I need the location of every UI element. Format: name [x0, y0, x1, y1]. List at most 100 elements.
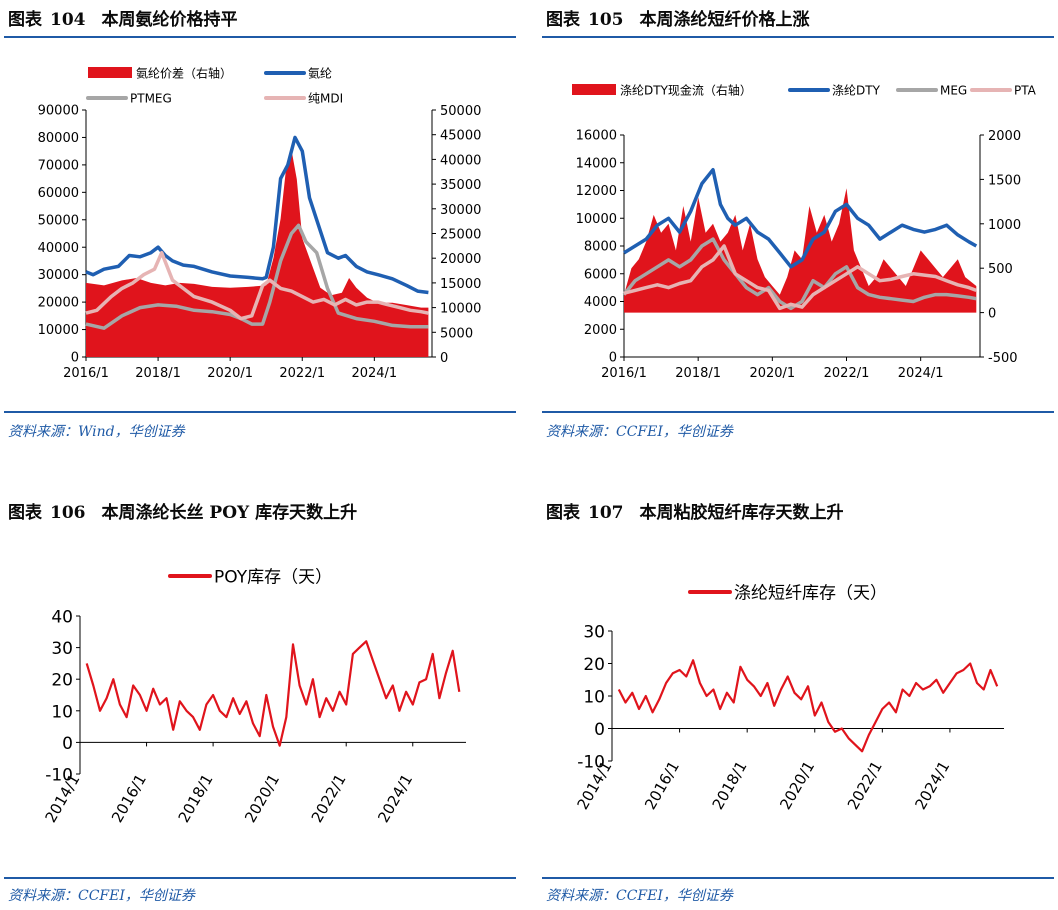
chart-title: 图表 107 本周粘胶短纤库存天数上升 — [546, 498, 844, 523]
y-tick-label: 0 — [71, 351, 79, 366]
y-right-tick-label: 0 — [440, 351, 448, 366]
y-tick-label: 6000 — [584, 267, 617, 282]
y-tick-label: 70000 — [38, 158, 79, 173]
x-tick-label: 2022/1 — [824, 366, 870, 381]
chart-title-label: 图表 — [546, 503, 580, 523]
y-tick-label: 20 — [583, 655, 605, 675]
chart-title: 图表 104 本周氨纶价格持平 — [8, 5, 238, 30]
x-tick-label: 2020/1 — [749, 366, 795, 381]
y-tick-label: 50000 — [38, 213, 79, 228]
series-line-2 — [85, 223, 429, 330]
x-tick-label: 2016/1 — [601, 366, 647, 381]
y-tick-label: 30000 — [38, 268, 79, 283]
legend-label: 纯MDI — [308, 92, 343, 106]
x-tick-label: 2016/1 — [641, 758, 683, 813]
chart-title-text: 本周粘胶短纤库存天数上升 — [639, 503, 844, 523]
y-tick-label: 8000 — [584, 240, 617, 255]
source-divider — [542, 411, 1054, 413]
x-tick-label: 2020/1 — [241, 771, 283, 826]
x-tick-label: 2022/1 — [308, 771, 350, 826]
y-right-tick-label: 1500 — [988, 173, 1021, 188]
y-tick-label: -10 — [577, 752, 605, 772]
y-tick-label: 0 — [594, 720, 605, 740]
y-right-tick-label: 30000 — [440, 203, 481, 218]
y-right-tick-label: 1000 — [988, 218, 1021, 233]
source-note: 资料来源：CCFEI，华创证券 — [546, 424, 733, 440]
legend-swatch — [572, 84, 616, 95]
legend-label: PTMEG — [130, 92, 172, 106]
x-tick-label: 2024/1 — [374, 771, 416, 826]
y-right-tick-label: 40000 — [440, 153, 481, 168]
y-tick-label: 0 — [609, 351, 617, 366]
series-line-0 — [85, 640, 461, 747]
legend-swatch — [88, 67, 132, 78]
chart-plot: 涤纶DTY现金流（右轴） 涤纶DTY MEG PTA 0 2000 4000 6000 8000… — [572, 83, 1037, 381]
y-tick-label: 0 — [62, 734, 73, 754]
x-tick-label: 2024/1 — [351, 366, 397, 381]
y-right-tick-label: 500 — [988, 262, 1013, 277]
series-line-3 — [85, 250, 429, 321]
source-divider — [4, 877, 516, 879]
source-divider — [4, 411, 516, 413]
chart-title-label: 图表 — [8, 503, 42, 523]
y-tick-label: 10000 — [576, 212, 617, 227]
title-divider — [542, 36, 1054, 38]
chart-title-number: 105 — [588, 10, 624, 30]
y-right-tick-label: 20000 — [440, 252, 481, 267]
chart-plot: 氨纶价差（右轴） 氨纶 PTMEG 纯MDI 0 10000 20000 30000 40000… — [38, 66, 482, 381]
x-tick-label: 2016/1 — [63, 366, 109, 381]
chart-title: 图表 105 本周涤纶短纤价格上涨 — [546, 5, 810, 30]
legend-label: 氨纶价差（右轴） — [136, 66, 232, 81]
y-tick-label: 40000 — [38, 241, 79, 256]
x-tick-label: 2024/1 — [911, 758, 953, 813]
series-area-0 — [86, 149, 429, 357]
legend-label: 涤纶DTY — [832, 84, 881, 98]
y-right-tick-label: 2000 — [988, 129, 1021, 144]
x-tick-label: 2018/1 — [709, 758, 751, 813]
y-right-tick-label: -500 — [988, 351, 1018, 366]
x-tick-label: 2018/1 — [675, 366, 721, 381]
y-tick-label: 30 — [583, 622, 605, 642]
chart-title: 图表 106 本周涤纶长丝 POY 库存天数上升 — [8, 498, 357, 523]
y-right-tick-label: 45000 — [440, 129, 481, 144]
source-note: 资料来源：CCFEI，华创证券 — [546, 888, 733, 904]
series-area-0 — [624, 188, 977, 313]
y-right-tick-label: 50000 — [440, 104, 481, 119]
y-tick-label: 10000 — [38, 323, 79, 338]
y-tick-label: 90000 — [38, 104, 79, 119]
chart-title-number: 104 — [50, 10, 86, 30]
source-note: 资料来源：CCFEI，华创证券 — [8, 888, 195, 904]
series-line-3 — [623, 244, 977, 311]
y-tick-label: -10 — [45, 765, 73, 785]
x-tick-label: 2020/1 — [776, 758, 818, 813]
y-tick-label: 12000 — [576, 184, 617, 199]
y-tick-label: 10 — [51, 702, 73, 722]
x-tick-label: 2024/1 — [898, 366, 944, 381]
y-right-tick-label: 35000 — [440, 178, 481, 193]
series-line-2 — [622, 237, 977, 311]
legend-label: MEG — [940, 84, 967, 98]
y-right-tick-label: 25000 — [440, 228, 481, 243]
y-tick-label: 30 — [51, 639, 73, 659]
series-line-1 — [623, 167, 978, 269]
x-tick-label: 2016/1 — [108, 771, 150, 826]
x-tick-label: 2018/1 — [135, 366, 181, 381]
legend-label: 涤纶DTY现金流（右轴） — [620, 83, 752, 98]
chart-title-label: 图表 — [546, 10, 580, 30]
y-tick-label: 60000 — [38, 186, 79, 201]
y-tick-label: 10 — [583, 687, 605, 707]
y-tick-label: 16000 — [576, 129, 617, 144]
y-tick-label: 40 — [51, 607, 73, 627]
y-tick-label: 4000 — [584, 295, 617, 310]
source-note: 资料来源：Wind，华创证券 — [8, 424, 185, 440]
legend-label: PTA — [1014, 84, 1037, 98]
y-tick-label: 2000 — [584, 323, 617, 338]
y-tick-label: 20 — [51, 671, 73, 691]
legend-label: 氨纶 — [308, 67, 332, 81]
y-tick-label: 80000 — [38, 131, 79, 146]
legend-label: POY库存（天） — [214, 567, 332, 587]
chart-title-text: 本周氨纶价格持平 — [101, 10, 238, 30]
chart-title-text: 本周涤纶长丝 POY 库存天数上升 — [101, 503, 358, 523]
